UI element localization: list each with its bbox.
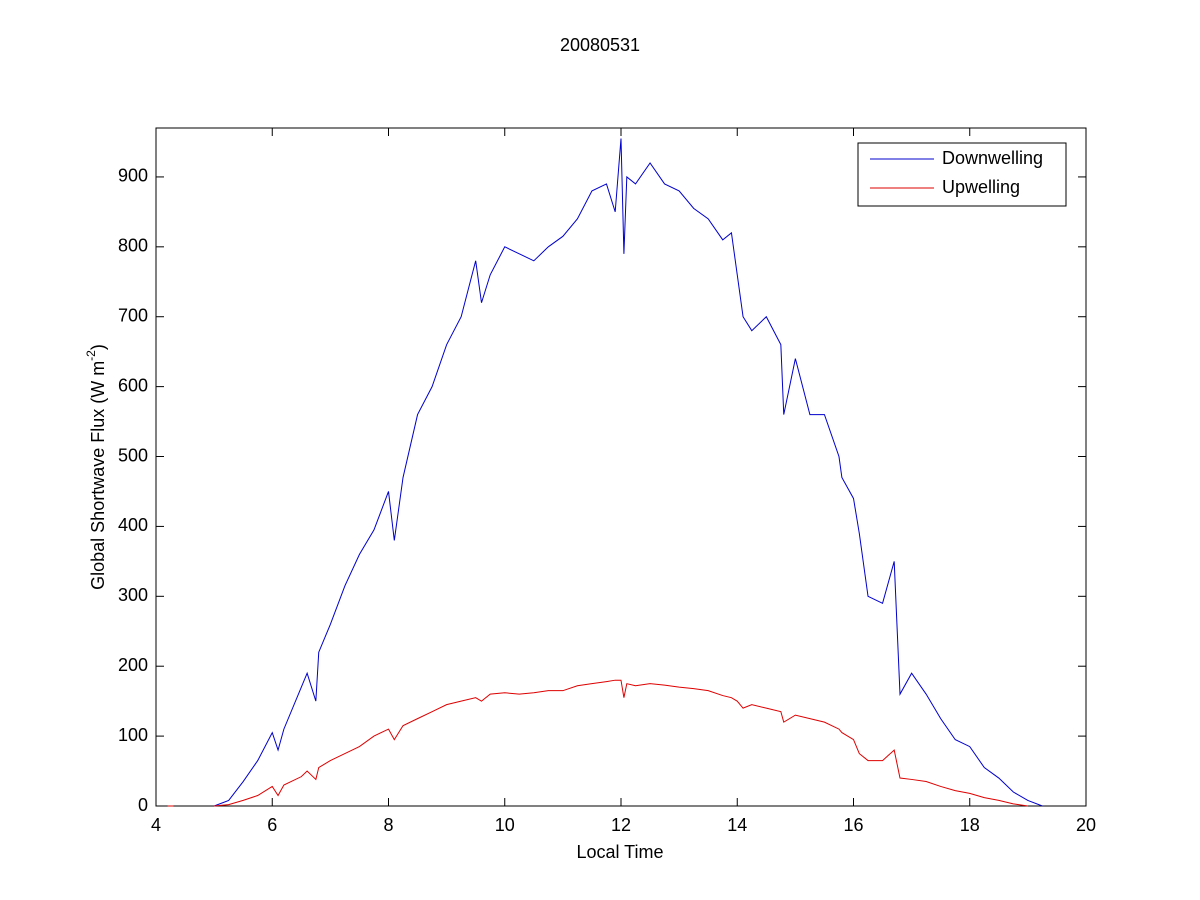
y-tick-label: 0 — [138, 795, 148, 815]
x-tick-label: 8 — [383, 815, 393, 835]
legend-label: Downwelling — [942, 148, 1043, 168]
y-tick-label: 700 — [118, 305, 148, 325]
y-tick-label: 300 — [118, 585, 148, 605]
x-tick-label: 4 — [151, 815, 161, 835]
y-tick-label: 600 — [118, 375, 148, 395]
x-axis-label: Local Time — [576, 842, 663, 862]
x-tick-label: 12 — [611, 815, 631, 835]
x-tick-label: 18 — [960, 815, 980, 835]
y-tick-label: 200 — [118, 655, 148, 675]
x-tick-label: 10 — [495, 815, 515, 835]
y-tick-label: 400 — [118, 515, 148, 535]
y-tick-label: 900 — [118, 166, 148, 186]
legend-box — [857, 142, 1067, 207]
plot-area — [155, 127, 1087, 807]
legend-label: Upwelling — [942, 177, 1020, 197]
data-line — [167, 679, 1028, 807]
y-label-end: ) — [88, 344, 108, 350]
y-tick-label: 500 — [118, 445, 148, 465]
x-tick-label: 14 — [727, 815, 747, 835]
y-tick-label: 800 — [118, 236, 148, 256]
y-label-text: Global Shortwave Flux (W m — [88, 361, 108, 590]
y-tick-label: 100 — [118, 725, 148, 745]
y-label-sup: -2 — [84, 350, 98, 361]
y-axis-label: Global Shortwave Flux (W m-2) — [84, 344, 108, 590]
x-tick-label: 6 — [267, 815, 277, 835]
x-tick-label: 20 — [1076, 815, 1096, 835]
x-tick-label: 16 — [843, 815, 863, 835]
chart-title: 20080531 — [560, 35, 640, 55]
